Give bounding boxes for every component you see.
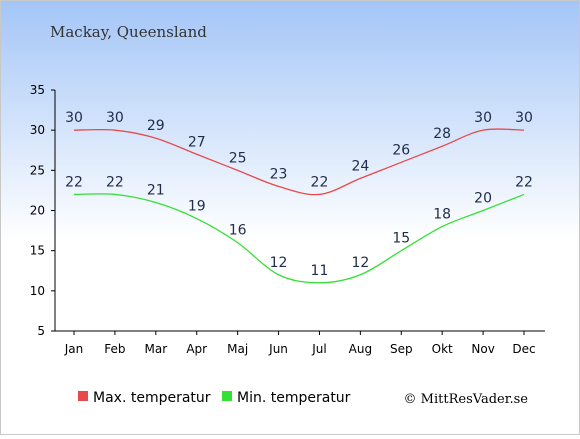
legend-swatch — [222, 391, 232, 401]
x-tick-label: Jan — [64, 342, 84, 356]
x-tick-label: Okt — [432, 342, 453, 356]
y-tick-label: 15 — [30, 244, 45, 258]
data-label: 16 — [229, 223, 247, 239]
data-label: 30 — [65, 110, 83, 126]
y-tick-label: 25 — [30, 163, 45, 177]
data-label: 23 — [270, 166, 288, 182]
data-label: 21 — [147, 182, 165, 198]
x-tick-label: Nov — [471, 342, 494, 356]
x-tick-label: Dec — [512, 342, 535, 356]
data-label: 11 — [311, 263, 329, 279]
data-label: 18 — [433, 207, 451, 223]
x-tick-label: Sep — [390, 342, 413, 356]
data-label: 22 — [515, 174, 533, 190]
legend-label: Min. temperatur — [237, 390, 351, 406]
y-tick-label: 5 — [37, 324, 45, 338]
legend-label: Max. temperatur — [93, 390, 211, 406]
x-tick-label: Feb — [104, 342, 125, 356]
y-tick-label: 10 — [30, 284, 45, 298]
data-label: 27 — [188, 134, 206, 150]
series-lines — [73, 128, 525, 284]
x-tick-label: Jul — [311, 342, 326, 356]
data-label: 30 — [106, 110, 124, 126]
data-label: 28 — [433, 126, 451, 142]
data-label: 29 — [147, 118, 165, 134]
data-label: 15 — [392, 231, 410, 247]
data-label: 20 — [474, 191, 492, 207]
axes: 5 10 15 20 25 30 35 Jan Feb Mar Apr Maj Jun Jul Aug Sep… — [30, 83, 545, 356]
data-label: 12 — [351, 255, 369, 271]
data-label: 24 — [351, 158, 369, 174]
data-label: 26 — [392, 142, 410, 158]
data-labels: 30 30 29 27 25 23 22 24 26 28 30 30 22 22 21 19 16 12 11 12… — [65, 110, 533, 279]
x-tick-label: Maj — [227, 342, 248, 356]
series-line-0 — [73, 128, 525, 196]
data-label: 22 — [311, 174, 329, 190]
series-line-1 — [73, 193, 525, 284]
x-tick-label: Apr — [186, 342, 207, 356]
data-label: 30 — [515, 110, 533, 126]
data-label: 12 — [270, 255, 288, 271]
data-label: 25 — [229, 150, 247, 166]
y-tick-label: 20 — [30, 204, 45, 218]
data-label: 19 — [188, 199, 206, 215]
data-label: 22 — [106, 174, 124, 190]
x-tick-label: Aug — [349, 342, 372, 356]
data-label: 22 — [65, 174, 83, 190]
legend: Max. temperatur Min. temperatur — [78, 390, 351, 406]
y-tick-label: 30 — [30, 123, 45, 137]
legend-swatch — [78, 391, 88, 401]
chart-title: Mackay, Queensland — [50, 23, 207, 41]
y-tick-label: 35 — [30, 83, 45, 97]
x-tick-label: Mar — [144, 342, 167, 356]
credit-text: © MittResVader.se — [404, 392, 529, 407]
data-label: 30 — [474, 110, 492, 126]
x-tick-label: Jun — [268, 342, 288, 356]
